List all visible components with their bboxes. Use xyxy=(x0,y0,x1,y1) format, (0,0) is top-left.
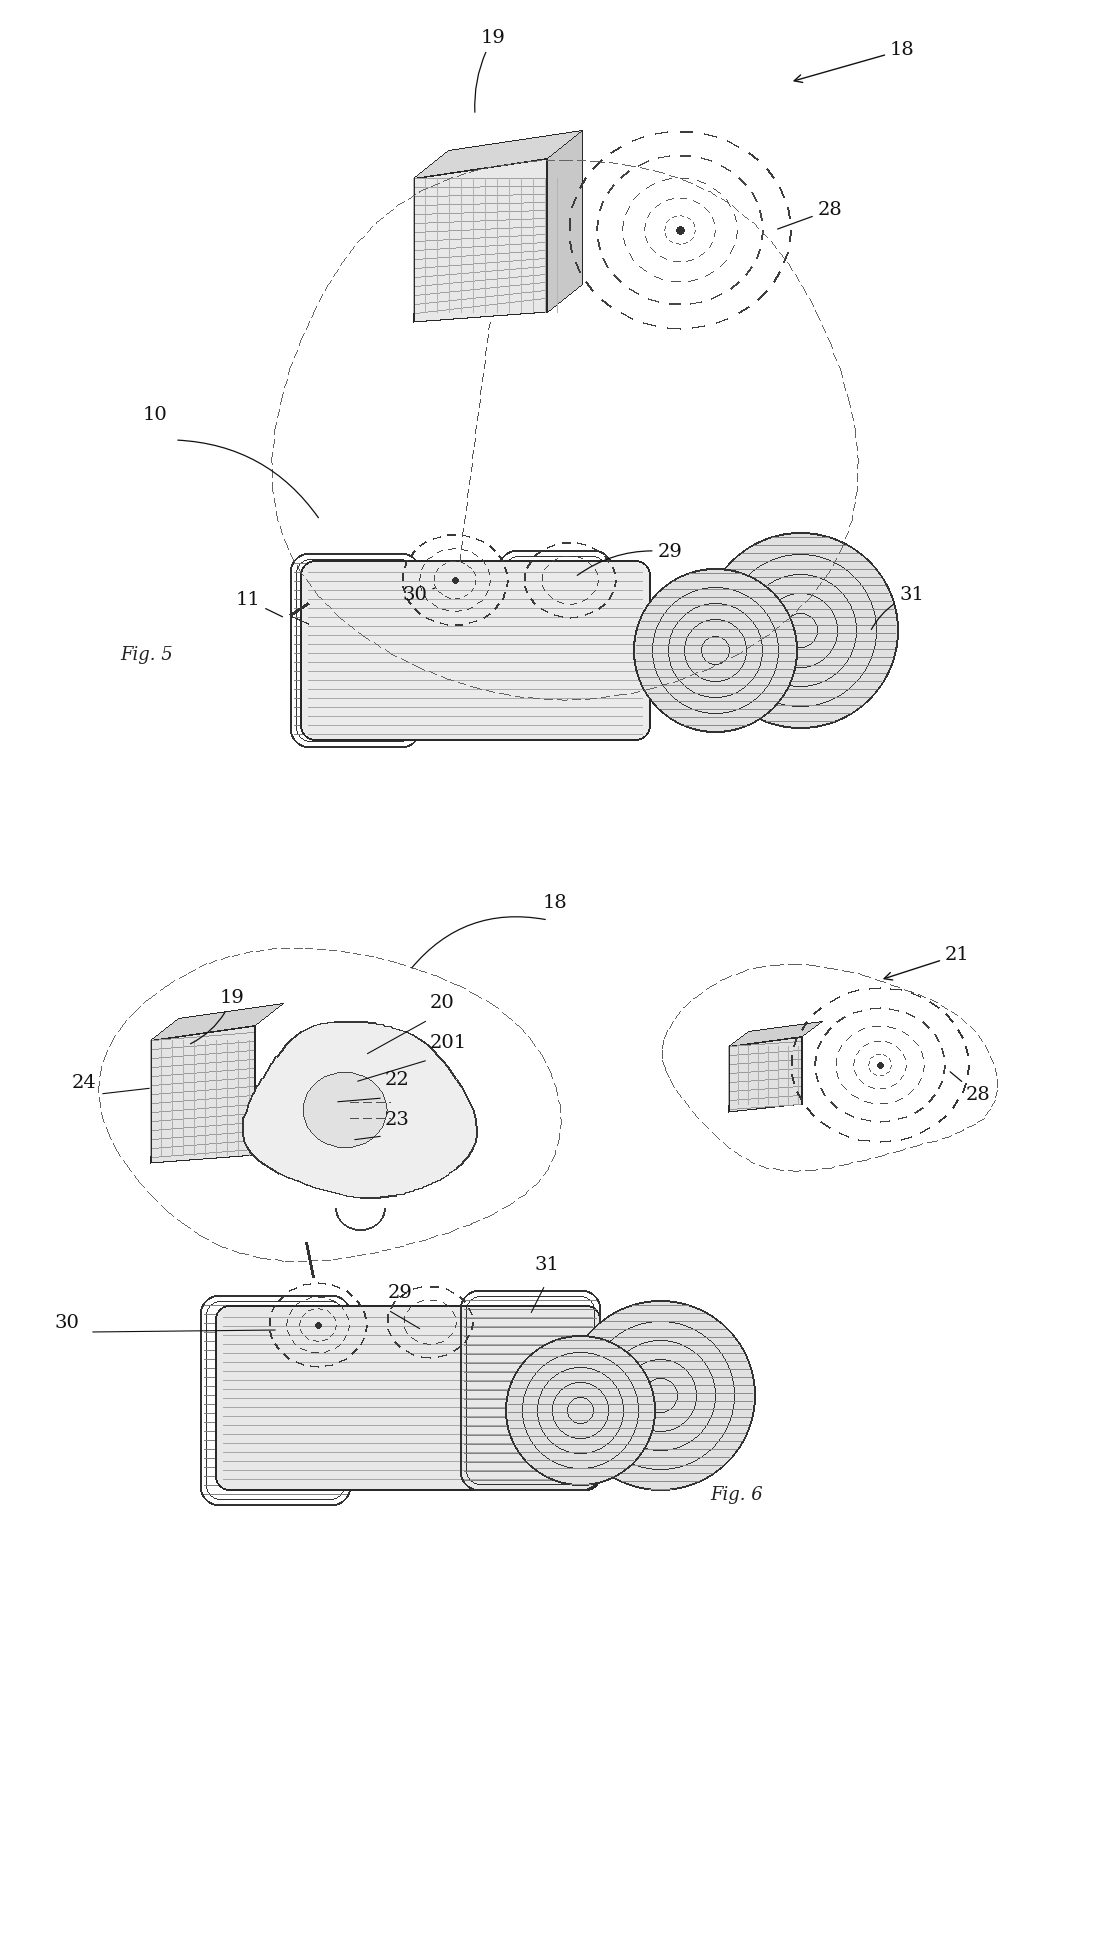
Text: 11: 11 xyxy=(235,591,283,616)
Text: 22: 22 xyxy=(385,1070,410,1088)
Text: 30: 30 xyxy=(55,1313,80,1333)
Text: 31: 31 xyxy=(535,1256,560,1274)
Text: 28: 28 xyxy=(778,202,842,229)
Text: 29: 29 xyxy=(388,1284,413,1301)
Text: 18: 18 xyxy=(794,41,915,82)
Text: Fig. 6: Fig. 6 xyxy=(711,1485,762,1505)
Text: 23: 23 xyxy=(385,1112,410,1129)
Text: 10: 10 xyxy=(143,405,167,425)
Text: 18: 18 xyxy=(543,894,567,912)
Text: 20: 20 xyxy=(430,994,455,1012)
Text: 19: 19 xyxy=(190,988,244,1043)
Text: 28: 28 xyxy=(950,1072,990,1104)
Text: 21: 21 xyxy=(884,945,970,980)
Text: 201: 201 xyxy=(430,1033,467,1053)
Text: 30: 30 xyxy=(402,585,435,605)
Text: 31: 31 xyxy=(872,585,925,630)
Text: 24: 24 xyxy=(72,1074,97,1092)
Text: 29: 29 xyxy=(577,542,683,575)
Text: Fig. 5: Fig. 5 xyxy=(120,646,172,663)
Text: 19: 19 xyxy=(475,29,505,112)
